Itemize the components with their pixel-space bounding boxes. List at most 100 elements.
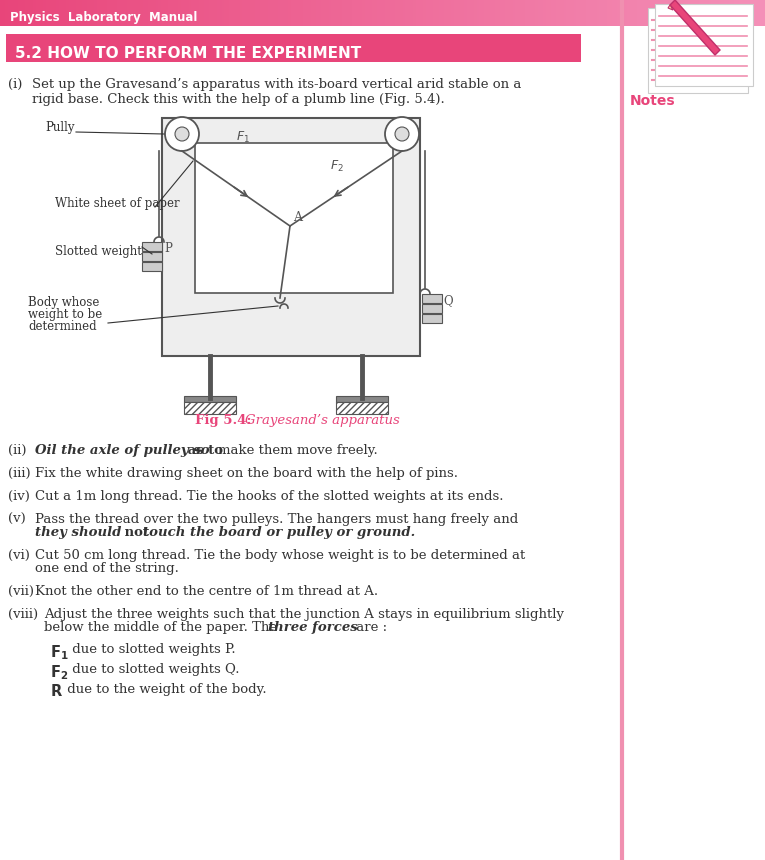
Bar bbox=[176, 0, 180, 26]
Text: Slotted weight: Slotted weight bbox=[55, 244, 142, 257]
Bar bbox=[324, 0, 327, 26]
Text: $\mathbf{F_2}$: $\mathbf{F_2}$ bbox=[50, 663, 68, 682]
Bar bbox=[482, 0, 486, 26]
Bar bbox=[316, 0, 320, 26]
Bar bbox=[648, 0, 651, 26]
Bar bbox=[132, 0, 136, 26]
Bar bbox=[579, 0, 582, 26]
Bar bbox=[681, 0, 685, 26]
Bar bbox=[558, 0, 562, 26]
Bar bbox=[477, 0, 480, 26]
Bar bbox=[536, 0, 539, 26]
Bar bbox=[625, 0, 628, 26]
Bar bbox=[377, 0, 381, 26]
Bar bbox=[71, 0, 75, 26]
Bar bbox=[171, 0, 174, 26]
Text: (i): (i) bbox=[8, 78, 22, 91]
Bar bbox=[255, 0, 259, 26]
Bar bbox=[304, 0, 307, 26]
Bar bbox=[513, 0, 516, 26]
Bar bbox=[258, 0, 261, 26]
Bar bbox=[744, 0, 748, 26]
Text: 5.2 HOW TO PERFORM THE EXPERIMENT: 5.2 HOW TO PERFORM THE EXPERIMENT bbox=[15, 46, 361, 60]
Bar bbox=[551, 0, 555, 26]
Bar bbox=[727, 0, 731, 26]
Bar bbox=[352, 0, 356, 26]
Polygon shape bbox=[668, 5, 673, 10]
Bar bbox=[54, 0, 57, 26]
Bar bbox=[675, 0, 679, 26]
Bar bbox=[422, 304, 442, 313]
Bar bbox=[505, 0, 509, 26]
Bar bbox=[235, 0, 238, 26]
Bar bbox=[296, 0, 299, 26]
Text: as to: as to bbox=[183, 444, 228, 457]
Text: one end of the string.: one end of the string. bbox=[35, 562, 179, 575]
Bar bbox=[38, 0, 42, 26]
Bar bbox=[698, 0, 702, 26]
Text: Notes: Notes bbox=[630, 94, 675, 108]
Bar bbox=[59, 0, 62, 26]
Bar bbox=[329, 0, 333, 26]
Bar bbox=[99, 0, 103, 26]
Bar bbox=[369, 0, 373, 26]
Bar bbox=[457, 0, 460, 26]
Bar bbox=[422, 314, 442, 323]
Bar bbox=[591, 0, 595, 26]
Bar bbox=[319, 0, 322, 26]
Bar bbox=[339, 0, 343, 26]
Bar bbox=[13, 0, 16, 26]
Bar bbox=[209, 0, 213, 26]
Bar bbox=[291, 0, 295, 26]
Bar bbox=[357, 0, 360, 26]
Text: Cut a 1m long thread. Tie the hooks of the slotted weights at its ends.: Cut a 1m long thread. Tie the hooks of t… bbox=[35, 490, 503, 503]
Bar bbox=[350, 0, 353, 26]
Bar bbox=[584, 0, 588, 26]
Text: $\mathbf{R}$: $\mathbf{R}$ bbox=[50, 683, 63, 699]
Bar bbox=[637, 0, 641, 26]
Bar bbox=[250, 0, 253, 26]
Bar bbox=[474, 0, 478, 26]
Bar bbox=[566, 0, 570, 26]
Bar bbox=[216, 0, 220, 26]
Bar bbox=[635, 0, 639, 26]
Bar bbox=[666, 0, 669, 26]
Bar bbox=[107, 0, 111, 26]
Bar bbox=[760, 0, 763, 26]
Bar bbox=[184, 396, 236, 402]
Bar bbox=[23, 0, 27, 26]
Text: P: P bbox=[164, 242, 172, 255]
Bar bbox=[243, 0, 246, 26]
Bar bbox=[145, 0, 149, 26]
Bar bbox=[556, 0, 559, 26]
Bar bbox=[67, 0, 70, 26]
Bar bbox=[658, 0, 662, 26]
Bar bbox=[553, 0, 557, 26]
Bar bbox=[56, 0, 60, 26]
Bar bbox=[230, 0, 233, 26]
Bar bbox=[449, 0, 452, 26]
Bar bbox=[360, 0, 363, 26]
Bar bbox=[737, 0, 741, 26]
Bar bbox=[115, 0, 119, 26]
Bar bbox=[168, 0, 172, 26]
Bar bbox=[436, 0, 440, 26]
Text: due to slotted weights Q.: due to slotted weights Q. bbox=[68, 663, 239, 676]
Bar bbox=[518, 0, 521, 26]
Bar bbox=[415, 0, 419, 26]
Bar bbox=[421, 0, 425, 26]
Bar bbox=[446, 0, 450, 26]
Bar bbox=[604, 0, 608, 26]
Bar bbox=[441, 0, 444, 26]
Bar bbox=[610, 0, 613, 26]
Bar bbox=[8, 0, 11, 26]
Bar bbox=[392, 0, 396, 26]
Bar bbox=[6, 34, 581, 62]
Bar bbox=[191, 0, 195, 26]
Bar bbox=[543, 0, 547, 26]
Text: (vi): (vi) bbox=[8, 549, 30, 562]
Bar bbox=[581, 0, 585, 26]
Bar bbox=[247, 0, 251, 26]
Bar bbox=[734, 0, 738, 26]
Bar bbox=[683, 0, 687, 26]
